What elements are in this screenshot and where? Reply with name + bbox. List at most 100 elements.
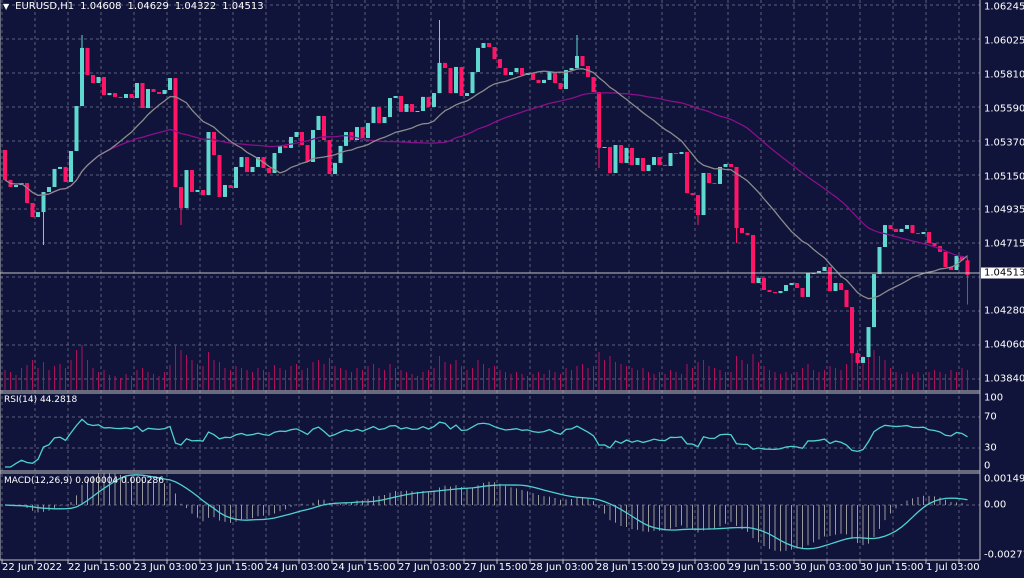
candle-body — [613, 144, 618, 173]
time-axis-label: 28 Jun 15:00 — [596, 562, 660, 573]
candle-body — [498, 59, 502, 69]
candle-body — [465, 93, 469, 97]
rsi-level-100: 100 — [984, 392, 1004, 404]
candle-body — [195, 189, 200, 192]
candle-body — [877, 247, 882, 275]
candle-body — [905, 225, 909, 229]
candle-body — [63, 166, 68, 182]
candle-body — [888, 225, 893, 229]
candle-body — [899, 228, 904, 233]
candle-body — [14, 185, 18, 188]
time-axis-label: 29 Jun 03:00 — [662, 562, 726, 573]
candle-body — [206, 132, 211, 196]
candle-body — [542, 79, 546, 84]
candle-body — [223, 185, 227, 197]
price-axis-label: 1.04935 — [984, 204, 1024, 216]
candle-body — [382, 117, 387, 124]
candle-body — [338, 145, 343, 163]
candle-body — [47, 187, 51, 192]
price-axis-label: 1.04280 — [984, 305, 1024, 317]
time-axis-label: 22 Jun 2022 — [2, 562, 63, 573]
candle-body — [487, 42, 491, 48]
candle-body — [113, 93, 117, 97]
candle-body — [718, 166, 722, 184]
candle-body — [635, 157, 640, 165]
time-axis-label: 23 Jun 15:00 — [200, 562, 264, 573]
candle-body — [162, 89, 167, 94]
candle-body — [751, 234, 755, 284]
candle-body — [509, 72, 513, 75]
candle-body — [69, 151, 73, 182]
candle-body — [520, 68, 524, 75]
candle-body — [371, 106, 376, 124]
candle-body — [58, 166, 62, 169]
candle-body — [404, 104, 409, 112]
time-axis-label: 23 Jun 03:00 — [134, 562, 198, 573]
candle-body — [234, 166, 238, 188]
candle-body — [399, 96, 403, 112]
time-axis-label: 24 Jun 03:00 — [266, 562, 330, 573]
candle-body — [580, 55, 585, 67]
candle-body — [118, 96, 123, 99]
candle-body — [773, 291, 777, 294]
candle-body — [327, 140, 332, 175]
candle-body — [437, 62, 442, 94]
candle-body — [415, 110, 420, 112]
candle-body — [784, 285, 788, 292]
candle-body — [569, 68, 574, 71]
candle-body — [448, 68, 453, 94]
candle-body — [102, 76, 106, 96]
candle-body — [74, 106, 79, 152]
triangle-down-icon[interactable]: ▼ — [3, 2, 10, 11]
candle-body — [756, 277, 761, 284]
candle-body — [30, 202, 35, 218]
ma-fast-line — [4, 68, 968, 300]
candle-body — [239, 157, 244, 167]
candle-body — [256, 157, 260, 167]
candle-body — [916, 232, 920, 235]
candle-body — [272, 153, 277, 173]
candle-body — [388, 98, 392, 118]
candle-body — [377, 106, 381, 124]
symbol-label: EURUSD,H1 — [15, 1, 75, 12]
candle-body — [184, 170, 189, 209]
candle-body — [586, 66, 590, 77]
price-axis-label: 1.06245 — [984, 1, 1024, 13]
price-axis-label: 1.06025 — [984, 35, 1024, 47]
candle-body — [657, 157, 662, 165]
candle-body — [294, 132, 299, 137]
candle-body — [822, 266, 827, 271]
candle-body — [245, 157, 249, 173]
candle-body — [668, 153, 673, 167]
candle-body — [553, 72, 557, 84]
candle-body — [723, 164, 728, 167]
candle-body — [212, 132, 216, 156]
candle-body — [322, 115, 326, 141]
candle-body — [910, 225, 915, 233]
candle-body — [107, 93, 112, 96]
candle-body — [85, 47, 90, 75]
candle-body — [949, 266, 953, 271]
candle-body — [80, 47, 84, 107]
candle-body — [531, 72, 535, 80]
candle-body — [476, 47, 480, 73]
candle-body — [696, 195, 700, 216]
candle-body — [602, 147, 607, 149]
candle-body — [96, 76, 101, 84]
candle-body — [558, 83, 563, 90]
candle-body — [454, 66, 458, 94]
candle-body — [124, 93, 128, 99]
time-axis-label: 28 Jun 03:00 — [530, 562, 594, 573]
candle-body — [514, 68, 519, 73]
candle-body — [3, 149, 7, 180]
macd-label: MACD(12,26,9) 0.000004 0.000286 — [4, 476, 164, 486]
candle-body — [503, 68, 508, 75]
candle-body — [608, 147, 612, 173]
candle-body — [943, 251, 948, 267]
candle-body — [52, 168, 57, 188]
candle-body — [745, 232, 750, 235]
candle-body — [300, 132, 304, 145]
candle-body — [305, 144, 310, 162]
candle-body — [481, 42, 486, 48]
